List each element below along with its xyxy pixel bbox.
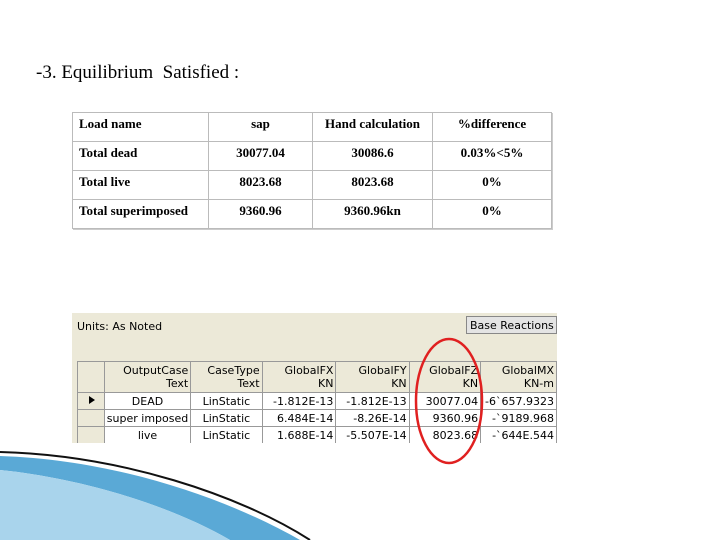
cell: 9360.96 [208,199,313,229]
cell: 9360.96 [408,409,482,427]
cell: super imposed [103,409,192,427]
cell: 30077.04 [208,141,313,171]
cell: 8023.68 [408,426,482,443]
row-pointer [88,395,95,404]
cell: -1.812E-13 [261,392,337,410]
cell: 0.03%<5% [432,141,552,171]
wave [0,470,230,540]
cell: DEAD [103,392,192,410]
header-cell: GlobalFZ KN [408,361,482,393]
cell: LinStatic [190,409,263,427]
wave-line [0,451,311,540]
software-screenshot: Units: As Noted Base Reactions OutputCas… [72,313,557,443]
column-name: OutputCase [123,364,189,377]
row: live LinStatic 1.688E-14 -5.507E-14 8023.68-… [77,426,557,443]
units-label: Units: As Noted [77,320,163,333]
column-unit: KN [391,377,407,390]
column-name: GlobalFZ [429,364,479,377]
cell: -`9189.968 [480,409,557,427]
row: Total superimposed 9360.96 9360.96kn 0% [72,199,552,229]
column-unit: Text [165,377,189,390]
header-cell: CaseType Text [190,361,263,393]
cell: 9360.96kn [312,199,433,229]
cell: 30086.6 [312,141,433,171]
cell: 30077.04 [408,392,482,410]
header-cell: GlobalMX KN-m [480,361,557,393]
panel-tab: Base Reactions [466,316,557,334]
header-cell: GlobalFY KN [335,361,410,393]
slide-title: -3. Equilibrium Satisfied : [36,62,240,83]
column-unit: KN [317,377,334,390]
base-reactions-table: OutputCase Text CaseType Text GlobalFX KN Glob… [77,361,557,443]
column-unit: KN-m [523,377,554,390]
cell: Total live [72,170,209,200]
row-selector [77,392,105,410]
cell: 8023.68 [312,170,433,200]
cell: 6.484E-14 [261,409,337,427]
header-cell: OutputCase Text [103,361,192,393]
column-unit: KN [462,377,479,390]
header-cell: Load name [72,112,209,142]
cell: -1.812E-13 [335,392,410,410]
cell: LinStatic [190,392,263,410]
row-selector [77,409,105,427]
row-selector [77,426,105,443]
cell: -8.26E-14 [335,409,410,427]
header-cell: Hand calculation [312,112,433,142]
cell: 0% [432,199,552,229]
cell: Total superimposed [72,199,209,229]
row: Total dead 30077.04 30086.6 0.03%<5% [72,141,552,171]
header-cell: sap [208,112,313,142]
cell: live [103,426,192,443]
column-name: GlobalMX [501,364,554,377]
column-name: GlobalFX [284,364,334,377]
cell: 1.688E-14 [261,426,337,443]
row: Total live 8023.68 8023.68 0% [72,170,552,200]
header-row: Load name sap Hand calculation %difference [72,112,552,142]
header-row: OutputCase Text CaseType Text GlobalFX KN Glob… [77,361,557,393]
row-selector [77,361,105,393]
cell: 8023.68 [208,170,313,200]
comparison-table: Load name sap Hand calculation %difference T… [72,112,552,229]
cell: 0% [432,170,552,200]
row: super imposed LinStatic 6.484E-14 -8.26E-14… [77,409,557,427]
column-name: CaseType [207,364,260,377]
header-cell: GlobalFX KN [261,361,337,393]
column-name: GlobalFY [358,364,407,377]
cell: -5.507E-14 [335,426,410,443]
cell: LinStatic [190,426,263,443]
cell: -6`657.9323 [480,392,557,410]
cell: Total dead [72,141,209,171]
header-cell: %difference [432,112,552,142]
cell: -`644E.544 [480,426,557,443]
row: DEAD LinStatic -1.812E-13 -1.812E-13 30077.0… [77,392,557,410]
column-unit: Text [237,377,260,390]
wave [0,456,300,540]
